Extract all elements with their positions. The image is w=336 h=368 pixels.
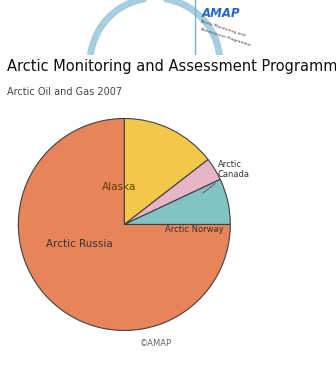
Text: ©AMAP: ©AMAP (140, 339, 172, 348)
Wedge shape (124, 159, 220, 224)
Text: Arctic Russia: Arctic Russia (46, 238, 113, 248)
Text: Arctic Monitoring and: Arctic Monitoring and (200, 19, 246, 37)
Text: Arctic Monitoring and Assessment Programme: Arctic Monitoring and Assessment Program… (7, 59, 336, 74)
Wedge shape (124, 118, 208, 224)
Text: AMAP: AMAP (202, 7, 241, 20)
Wedge shape (124, 179, 230, 224)
Wedge shape (18, 118, 230, 330)
Text: Alaska: Alaska (102, 183, 136, 192)
Text: Arctic
Canada: Arctic Canada (203, 160, 250, 193)
Text: Arctic Oil and Gas 2007: Arctic Oil and Gas 2007 (7, 87, 122, 98)
Text: Assessment Programme: Assessment Programme (200, 27, 251, 47)
Text: Arctic Norway: Arctic Norway (165, 225, 223, 234)
